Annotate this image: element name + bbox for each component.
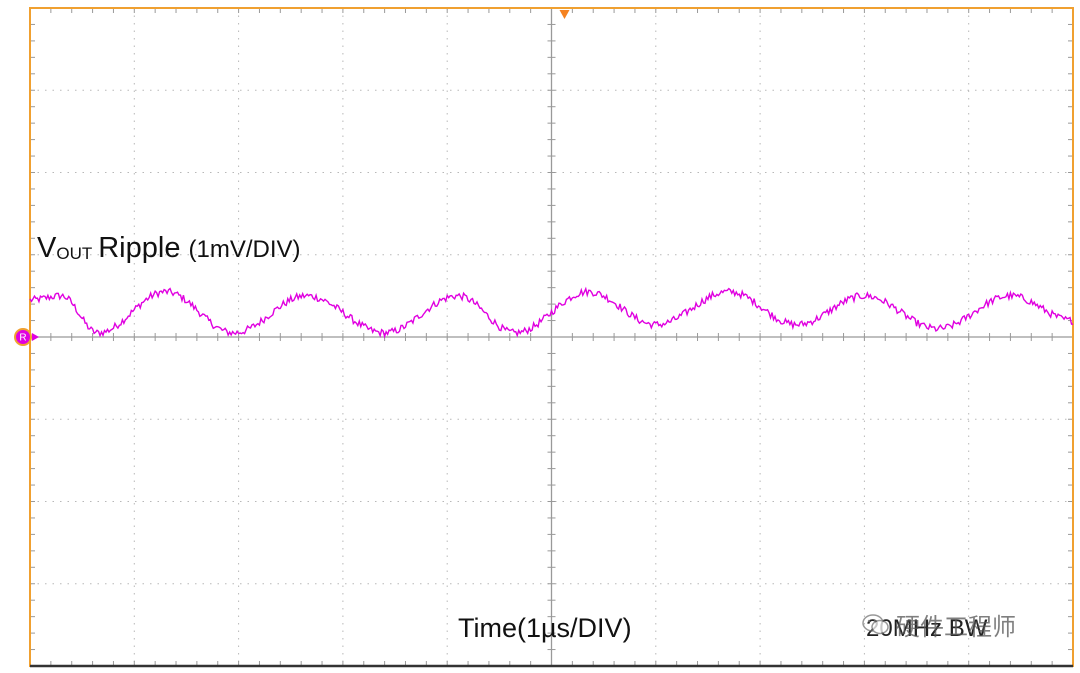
ripple-trace-line bbox=[29, 286, 1074, 339]
channel-label-text: Ripple bbox=[98, 232, 181, 264]
x-axis-label: Time(1µs/DIV) bbox=[458, 613, 632, 643]
watermark: 硬件工程师 bbox=[862, 607, 1016, 642]
channel-label: VOUT Ripple (1mV/DIV) bbox=[37, 232, 301, 265]
wechat-icon bbox=[862, 613, 889, 634]
ground-reference-label: R bbox=[19, 333, 26, 344]
watermark-text: 硬件工程师 bbox=[896, 613, 1016, 641]
channel-label-main: V bbox=[37, 232, 57, 264]
trigger-position-marker bbox=[559, 10, 570, 19]
ground-arrow-icon bbox=[32, 333, 39, 341]
channel-scale-label: (1mV/DIV) bbox=[188, 236, 301, 263]
channel-label-subscript: OUT bbox=[56, 244, 93, 263]
ground-reference-marker bbox=[14, 328, 32, 346]
